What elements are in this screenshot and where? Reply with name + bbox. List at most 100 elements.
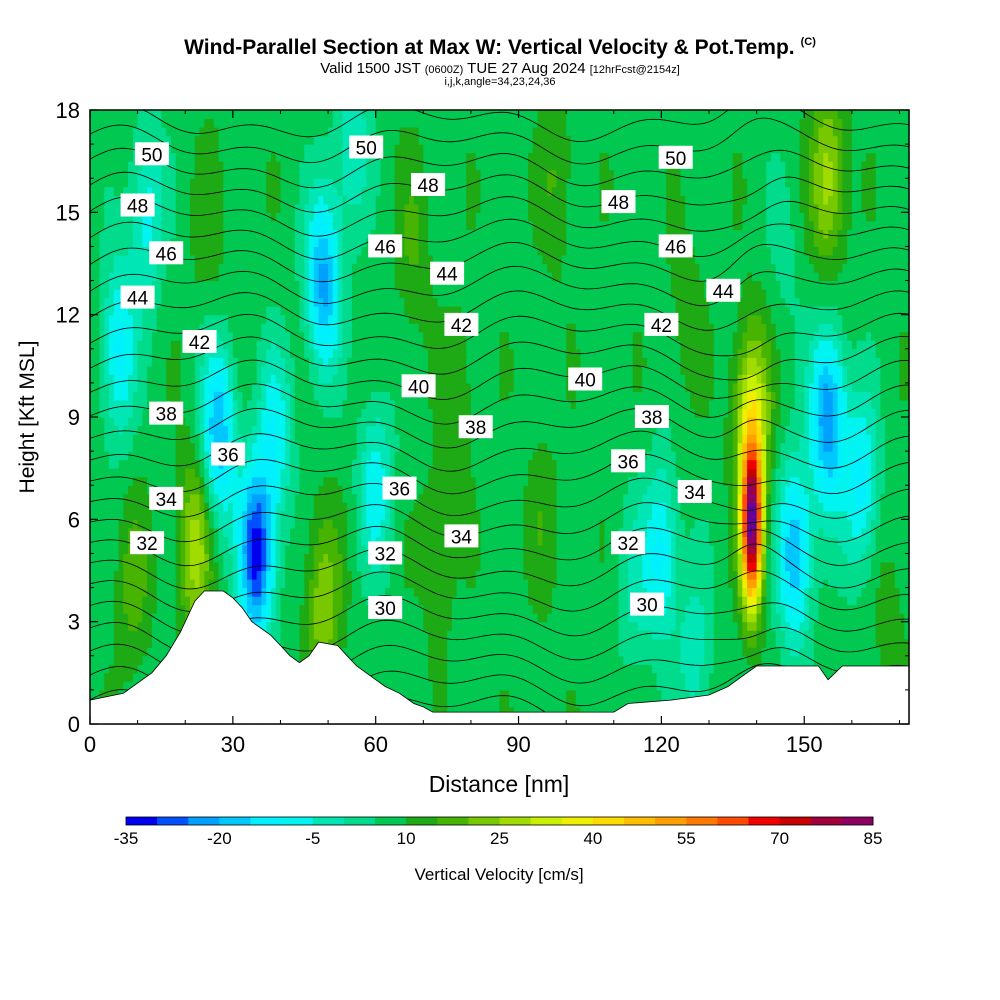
- w-cell: [370, 502, 377, 512]
- w-cell: [370, 212, 377, 222]
- w-cell: [156, 161, 163, 171]
- w-cell: [237, 297, 243, 307]
- w-cell: [251, 510, 258, 520]
- w-cell: [213, 527, 220, 537]
- w-cell: [194, 485, 201, 495]
- w-cell: [270, 135, 277, 145]
- w-cell: [94, 510, 101, 520]
- w-cell: [113, 502, 120, 512]
- w-cell: [390, 118, 396, 128]
- w-cell: [261, 485, 267, 495]
- w-cell: [99, 203, 105, 213]
- w-cell: [261, 144, 267, 154]
- w-cell: [213, 570, 220, 580]
- w-cell: [351, 382, 358, 392]
- w-cell: [99, 519, 105, 529]
- w-cell: [323, 178, 329, 188]
- w-cell: [166, 519, 172, 529]
- w-cell: [385, 382, 391, 392]
- w-cell: [199, 476, 205, 486]
- w-cell: [413, 135, 420, 145]
- w-cell: [151, 161, 158, 171]
- w-cell: [128, 579, 134, 589]
- w-cell: [251, 459, 258, 469]
- w-cell: [266, 144, 272, 154]
- w-cell: [90, 127, 96, 137]
- w-cell: [166, 544, 172, 554]
- w-cell: [413, 246, 420, 256]
- w-cell: [185, 314, 191, 324]
- w-cell: [313, 110, 320, 120]
- w-cell: [375, 357, 382, 367]
- w-cell: [232, 579, 239, 589]
- valid-time-local: Valid 1500 JST: [320, 60, 421, 77]
- w-cell: [237, 382, 243, 392]
- w-cell: [318, 399, 324, 409]
- w-cell: [375, 212, 382, 222]
- w-cell: [228, 229, 234, 239]
- w-cell: [332, 485, 339, 495]
- w-cell: [328, 348, 334, 358]
- w-cell: [361, 587, 367, 597]
- w-cell: [232, 237, 239, 247]
- w-cell: [190, 203, 196, 213]
- w-cell: [251, 365, 258, 375]
- w-cell: [413, 357, 420, 367]
- w-cell: [290, 127, 296, 137]
- w-cell: [90, 647, 96, 657]
- w-cell: [194, 314, 201, 324]
- w-cell: [113, 237, 120, 247]
- w-cell: [270, 289, 277, 299]
- w-cell: [380, 314, 386, 324]
- w-cell: [109, 553, 115, 563]
- w-cell: [409, 237, 415, 247]
- w-cell: [104, 127, 110, 137]
- w-cell: [270, 408, 277, 418]
- w-cell: [180, 195, 186, 205]
- w-cell: [194, 399, 201, 409]
- w-cell: [266, 178, 272, 188]
- w-cell: [132, 348, 139, 358]
- w-cell: [232, 297, 239, 307]
- w-cell: [180, 365, 186, 375]
- w-cell: [223, 297, 229, 307]
- w-cell: [128, 374, 134, 384]
- w-cell: [261, 399, 267, 409]
- w-cell: [185, 476, 191, 486]
- w-cell: [375, 110, 382, 120]
- w-cell: [342, 237, 348, 247]
- w-cell: [132, 110, 139, 120]
- w-cell: [275, 314, 282, 324]
- w-cell: [228, 468, 234, 478]
- w-cell: [409, 579, 415, 589]
- w-cell: [290, 314, 296, 324]
- w-cell: [347, 510, 353, 520]
- w-cell: [342, 220, 348, 230]
- w-cell: [380, 630, 386, 640]
- w-cell: [385, 408, 391, 418]
- w-cell: [332, 596, 339, 606]
- w-cell: [347, 212, 353, 222]
- w-cell: [294, 510, 301, 520]
- w-cell: [394, 570, 401, 580]
- w-cell: [323, 135, 329, 145]
- w-cell: [328, 374, 334, 384]
- w-cell: [356, 485, 363, 495]
- w-cell: [413, 152, 420, 162]
- w-cell: [318, 297, 324, 307]
- w-cell: [151, 365, 158, 375]
- w-cell: [285, 570, 291, 580]
- w-cell: [99, 596, 105, 606]
- w-cell: [299, 365, 305, 375]
- w-cell: [351, 604, 358, 614]
- w-cell: [137, 255, 143, 265]
- w-cell: [332, 237, 339, 247]
- w-cell: [118, 630, 124, 640]
- w-cell: [375, 647, 382, 657]
- w-cell: [256, 297, 263, 307]
- w-cell: [175, 110, 182, 120]
- w-cell: [99, 118, 105, 128]
- w-cell: [228, 280, 234, 290]
- w-cell: [218, 110, 224, 120]
- w-cell: [304, 263, 310, 273]
